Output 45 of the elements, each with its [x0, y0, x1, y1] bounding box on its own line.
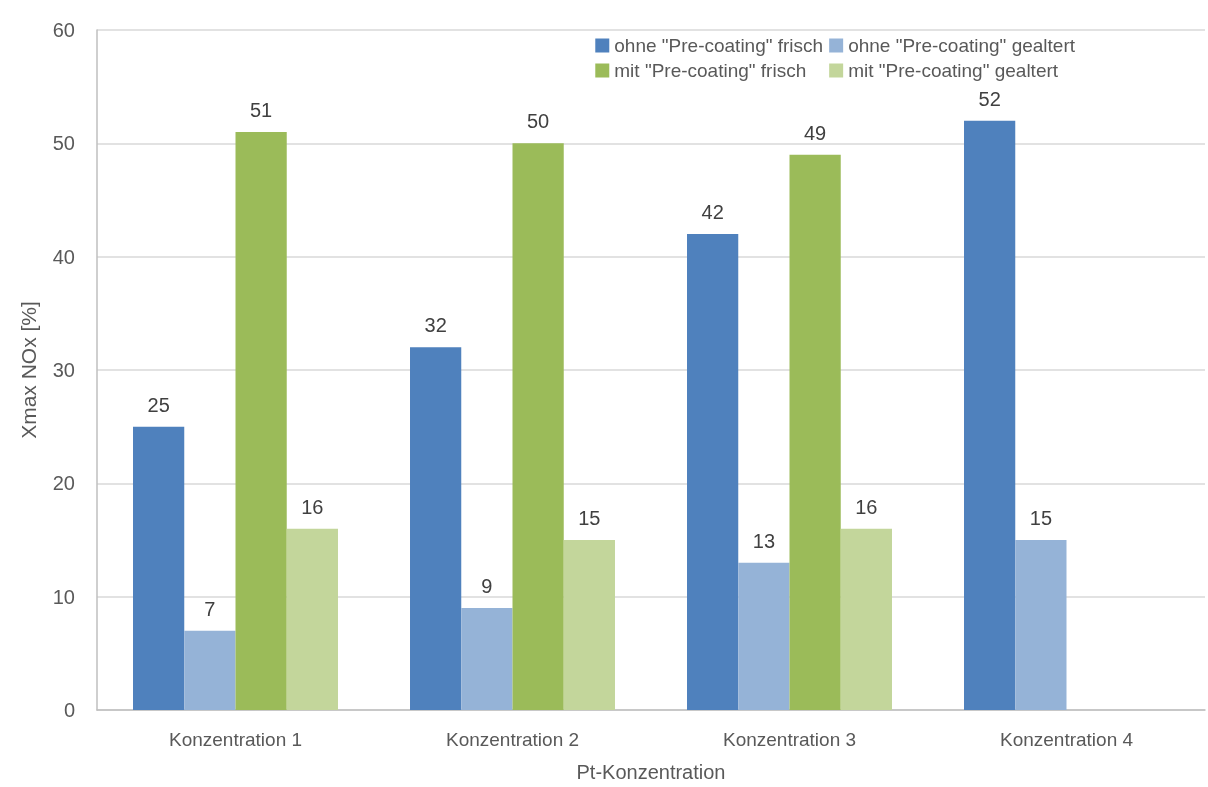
data-label: 49 — [804, 121, 827, 144]
data-label: 16 — [855, 495, 878, 518]
y-tick-label: 30 — [52, 359, 75, 381]
data-label: 15 — [1029, 507, 1052, 529]
bar — [840, 528, 892, 710]
bar — [1015, 540, 1067, 710]
bar — [789, 154, 841, 710]
data-label: 9 — [481, 575, 493, 597]
y-axis-title: Xmax NOx [%] — [17, 301, 40, 439]
data-label: 15 — [578, 507, 601, 529]
bar — [461, 608, 513, 710]
y-tick-label: 0 — [63, 699, 75, 721]
legend-label: ohne "Pre-coating" frisch — [614, 35, 824, 56]
x-tick-label: Konzentration 3 — [722, 729, 857, 750]
y-tick-label: 20 — [52, 472, 75, 495]
legend-label: mit "Pre-coating" gealtert — [848, 60, 1059, 81]
data-label: 16 — [301, 495, 324, 518]
y-tick-label: 50 — [52, 132, 75, 155]
x-tick-label: Konzentration 4 — [999, 729, 1134, 750]
data-label: 32 — [424, 314, 447, 337]
data-label: 13 — [752, 529, 775, 552]
y-tick-label: 60 — [52, 19, 75, 41]
bar — [133, 426, 185, 710]
legend-label: ohne "Pre-coating" gealtert — [848, 35, 1076, 56]
y-tick-label: 10 — [52, 585, 75, 608]
bar — [512, 143, 564, 710]
bar — [563, 540, 615, 710]
y-tick-label: 40 — [52, 245, 75, 268]
data-label: 52 — [978, 87, 1001, 110]
bar — [184, 630, 236, 710]
data-label: 51 — [250, 99, 273, 121]
bar — [286, 528, 338, 710]
bar — [235, 132, 287, 710]
data-label: 42 — [701, 201, 724, 223]
legend-label: mit "Pre-coating" frisch — [614, 60, 807, 81]
data-label: 50 — [527, 110, 550, 133]
x-axis-title: Pt-Konzentration — [576, 761, 726, 783]
bar — [738, 562, 790, 710]
bar — [410, 347, 462, 710]
bar — [964, 120, 1016, 710]
data-label: 7 — [204, 597, 216, 620]
x-tick-label: Konzentration 1 — [168, 729, 303, 750]
data-label: 25 — [147, 393, 170, 416]
x-tick-label: Konzentration 2 — [445, 729, 580, 750]
bar — [687, 234, 739, 710]
